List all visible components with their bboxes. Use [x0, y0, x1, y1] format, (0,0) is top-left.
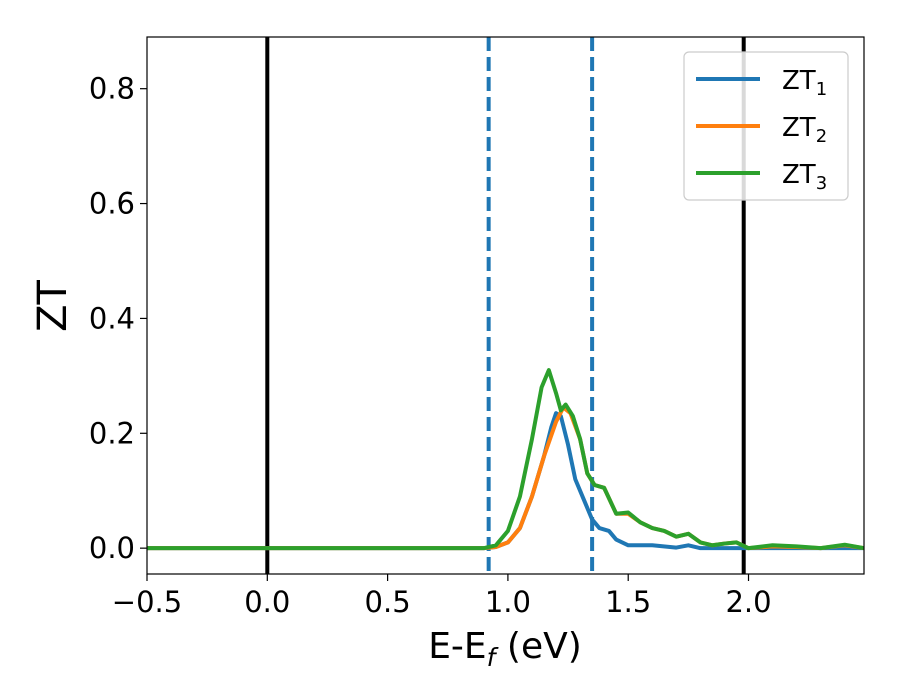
- x-tick-label: 1.5: [605, 585, 651, 619]
- legend-label-1: ZT1: [782, 66, 827, 100]
- x-tick-label: 1.0: [485, 585, 531, 619]
- legend: ZT1 ZT2 ZT3: [683, 51, 849, 201]
- x-tick-label: 0.0: [244, 585, 290, 619]
- x-tick-label: 2.0: [725, 585, 771, 619]
- series-line-2: [147, 405, 864, 551]
- series-line-1: [147, 411, 864, 551]
- legend-box: [683, 51, 849, 201]
- legend-label-2: ZT2: [782, 113, 827, 147]
- y-tick-label: 0.8: [89, 72, 135, 106]
- plot-frame: [146, 36, 865, 575]
- y-tick-label: 0.4: [89, 301, 135, 335]
- legend-label-3: ZT3: [782, 160, 827, 194]
- x-axis-label: E-Ef (eV): [428, 626, 582, 672]
- y-tick-label: 0.6: [89, 187, 135, 221]
- y-tick-label: 0.0: [89, 531, 135, 565]
- series-line-3: [147, 368, 864, 551]
- x-tick-label: 0.5: [365, 585, 411, 619]
- y-axis-label: ZT: [30, 280, 76, 332]
- y-tick-label: 0.2: [89, 416, 135, 450]
- x-tick-label: −0.5: [112, 585, 182, 619]
